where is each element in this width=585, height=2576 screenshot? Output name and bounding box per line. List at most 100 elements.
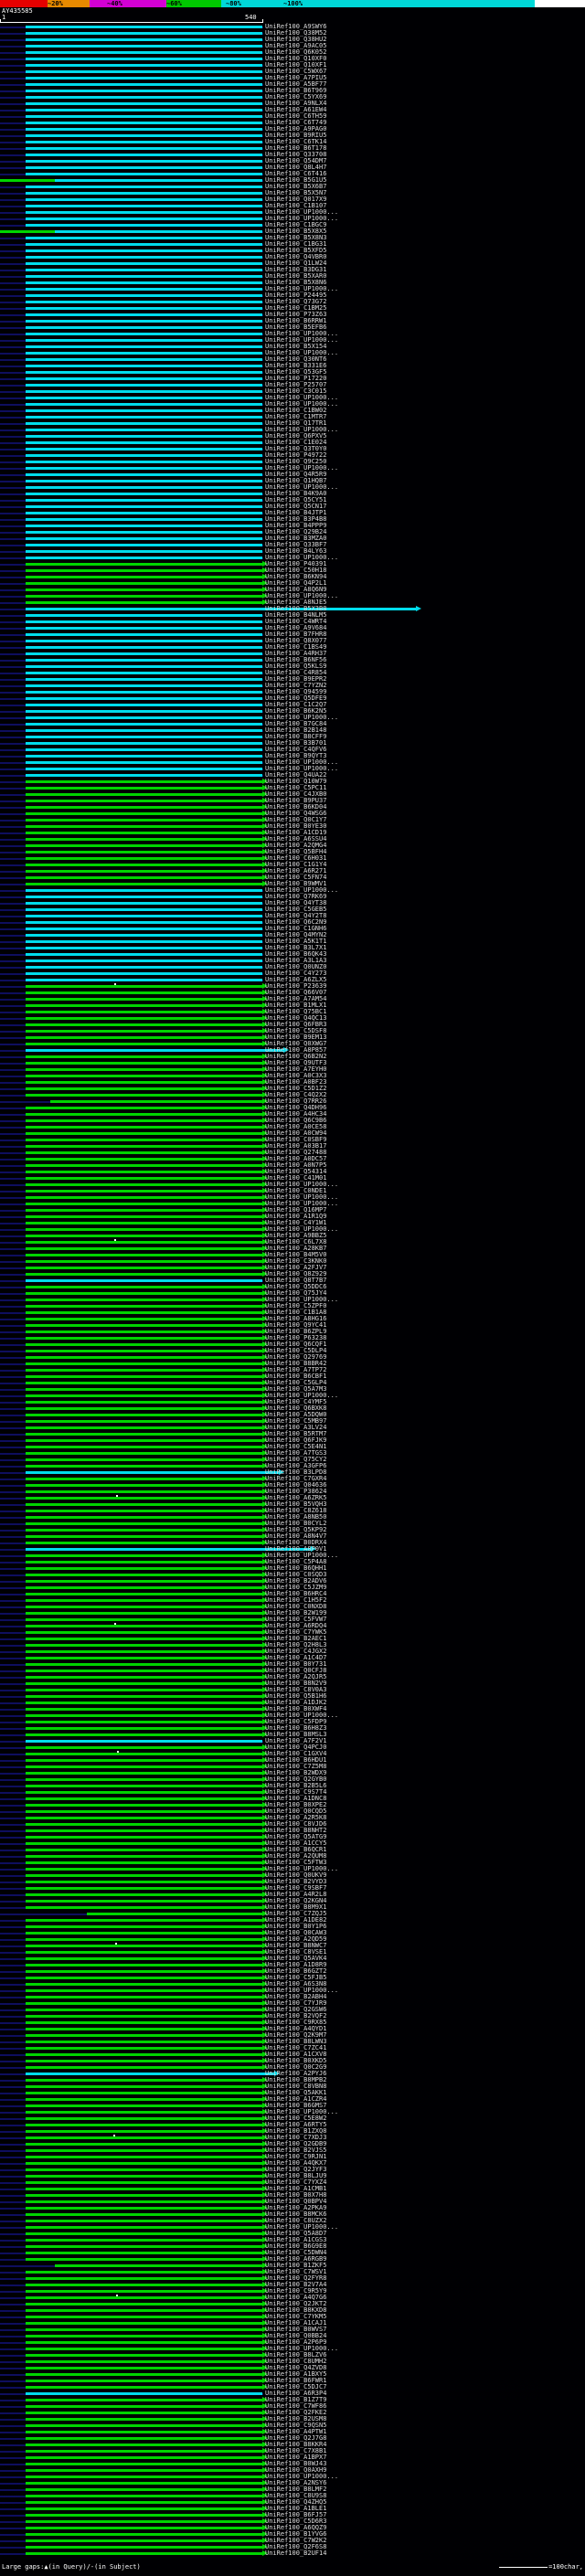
hsp-bar[interactable] (26, 1810, 262, 1813)
hit-label[interactable]: UniRef100_UP1000... (265, 2223, 339, 2231)
hsp-bar[interactable] (26, 1068, 262, 1071)
hsp-bar[interactable] (26, 1650, 262, 1653)
hsp-bar[interactable] (26, 1516, 262, 1519)
hit-label[interactable]: UniRef100_Q8L4H7 (265, 164, 327, 171)
hsp-bar[interactable] (26, 620, 262, 623)
hit-label[interactable]: UniRef100_Q2H8L3 (265, 1641, 327, 1648)
hsp-bar[interactable] (26, 269, 262, 271)
hsp-bar[interactable] (26, 1682, 262, 1685)
hsp-bar[interactable] (26, 806, 262, 809)
hit-label[interactable]: UniRef100_B6HRC4 (265, 1590, 327, 1597)
hit-label[interactable]: UniRef100_Q2JKT2 (265, 2300, 327, 2307)
hit-label[interactable]: UniRef100_Q66V07 (265, 989, 327, 996)
hsp-bar[interactable] (26, 352, 262, 355)
hsp-bar[interactable] (26, 384, 262, 387)
hit-label[interactable]: UniRef100_UP1000... (265, 330, 339, 337)
hsp-bar[interactable] (26, 640, 262, 642)
hit-label[interactable]: UniRef100_A2PYJ6 (265, 2070, 327, 2077)
hsp-bar[interactable] (26, 2220, 262, 2222)
hit-label[interactable]: UniRef100_UP1000... (265, 554, 339, 561)
hsp-bar[interactable] (26, 2021, 262, 2024)
hsp-bar[interactable] (26, 2079, 262, 2082)
hit-label[interactable]: UniRef100_C7YWK5 (265, 1628, 327, 1636)
hit-label[interactable]: UniRef100_A8P857 (265, 1046, 327, 1054)
hit-label[interactable]: UniRef100_B8KKR4 (265, 2441, 327, 2448)
hit-label[interactable]: UniRef100_B2ADV6 (265, 1577, 327, 1585)
hit-label[interactable]: UniRef100_B6FWR1 (265, 2377, 327, 2384)
hsp-bar[interactable] (26, 1158, 262, 1161)
hsp-bar[interactable] (26, 1241, 262, 1244)
hsp-bar[interactable] (26, 2539, 262, 2542)
hit-label[interactable]: UniRef100_Q29B24 (265, 528, 327, 535)
hit-label[interactable]: UniRef100_A5DQW0 (265, 1411, 327, 1418)
hit-label[interactable]: UniRef100_B5XAR0 (265, 272, 327, 280)
hsp-bar[interactable] (26, 1164, 262, 1167)
hit-label[interactable]: UniRef100_A1CCY5 (265, 1839, 327, 1847)
hit-label[interactable]: UniRef100_A2PKA9 (265, 2204, 327, 2211)
hit-label[interactable]: UniRef100_A0CE58 (265, 1123, 327, 1130)
hsp-bar[interactable] (26, 1983, 262, 1986)
hsp-bar[interactable] (26, 1529, 262, 1532)
hit-label[interactable]: UniRef100_B8LMF2 (265, 2486, 327, 2493)
hit-label[interactable]: UniRef100_C4WRT4 (265, 618, 327, 625)
hsp-bar[interactable] (26, 1171, 262, 1173)
hsp-bar[interactable] (26, 2328, 262, 2331)
hit-label[interactable]: UniRef100_B6H8Z3 (265, 1724, 327, 1732)
hit-label[interactable]: UniRef100_A28KB7 (265, 1245, 327, 1252)
hit-label[interactable]: UniRef100_B6QHH1 (265, 1564, 327, 1572)
hsp-bar[interactable] (26, 211, 262, 214)
hit-label[interactable]: UniRef100_B6T178 (265, 144, 327, 152)
hsp-bar[interactable] (26, 1471, 279, 1474)
hsp-bar[interactable] (26, 876, 262, 879)
hit-label[interactable]: UniRef100_A6RGB9 (265, 2255, 327, 2263)
hit-label[interactable]: UniRef100_Q54DM7 (265, 157, 327, 164)
hit-label[interactable]: UniRef100_A7TP72 (265, 1366, 327, 1373)
hsp-bar[interactable] (26, 422, 262, 425)
hsp-bar[interactable] (26, 1228, 262, 1231)
hit-label[interactable]: UniRef100_C50H18 (265, 567, 327, 574)
hit-label[interactable]: UniRef100_Q6C9B6 (265, 1117, 327, 1124)
hsp-bar[interactable] (26, 697, 262, 700)
hit-label[interactable]: UniRef100_A4QYD1 (265, 2025, 327, 2032)
hit-label[interactable]: UniRef100_UP1000... (265, 208, 339, 216)
hsp-bar[interactable] (26, 1951, 262, 1954)
hit-label[interactable]: UniRef100_B0WVS7 (265, 2326, 327, 2333)
hsp-bar[interactable] (26, 192, 262, 195)
hit-label[interactable]: UniRef100_A4RH37 (265, 650, 327, 657)
hit-label[interactable]: UniRef100_A7PIU5 (265, 74, 327, 81)
hit-label[interactable]: UniRef100_A9BBZ5 (265, 1232, 327, 1239)
hsp-bar[interactable] (26, 377, 262, 380)
hit-label[interactable]: UniRef100_B3DG31 (265, 266, 327, 273)
hsp-bar[interactable] (26, 1343, 262, 1346)
hit-label[interactable]: UniRef100_C4JXB0 (265, 790, 327, 798)
hsp-bar[interactable] (26, 1139, 262, 1141)
hit-label[interactable]: UniRef100_A1CGS3 (265, 2236, 327, 2243)
hit-label[interactable]: UniRef100_B4M5V0 (265, 1251, 327, 1258)
hit-label[interactable]: UniRef100_A4HC34 (265, 1110, 327, 1118)
hsp-bar[interactable] (26, 2424, 262, 2427)
hsp-bar[interactable] (26, 716, 262, 719)
hit-label[interactable]: UniRef100_C4YMF5 (265, 1398, 327, 1405)
hit-label[interactable]: UniRef100_B9WMV1 (265, 880, 327, 887)
hsp-bar[interactable] (26, 2111, 262, 2114)
hit-label[interactable]: UniRef100_B5RTM7 (265, 1430, 327, 1437)
hsp-bar[interactable] (26, 499, 262, 502)
hsp-bar[interactable] (26, 1190, 262, 1193)
hsp-bar[interactable] (26, 307, 262, 310)
hsp-bar[interactable] (26, 2252, 262, 2254)
hit-label[interactable]: UniRef100_C4Y273 (265, 970, 327, 977)
hsp-bar[interactable] (26, 2360, 262, 2363)
hsp-bar[interactable] (26, 1023, 262, 1026)
hit-label[interactable]: UniRef100_C41M01 (265, 1174, 327, 1182)
hsp-bar[interactable] (26, 1714, 262, 1717)
hsp-bar[interactable] (26, 1612, 262, 1615)
hit-label[interactable]: UniRef100_C8V0A3 (265, 1686, 327, 1693)
hit-label[interactable]: UniRef100_Q10XF1 (265, 61, 327, 69)
hsp-bar[interactable] (26, 1932, 262, 1935)
hit-label[interactable]: UniRef100_A1R1Q9 (265, 1213, 327, 1220)
hit-label[interactable]: UniRef100_Q5KLS9 (265, 663, 327, 670)
hsp-bar[interactable] (26, 729, 262, 732)
hsp-bar[interactable] (26, 2213, 262, 2216)
hsp-bar[interactable] (26, 2072, 274, 2075)
hit-label[interactable]: UniRef100_B5X8X5 (265, 228, 327, 235)
